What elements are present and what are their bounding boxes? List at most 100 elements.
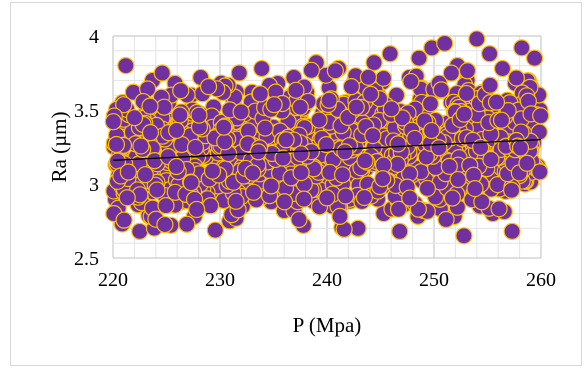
data-point xyxy=(172,107,188,123)
data-point xyxy=(292,99,308,115)
data-point xyxy=(438,212,454,228)
data-point xyxy=(179,216,195,232)
data-point xyxy=(392,223,408,239)
data-point xyxy=(327,63,343,79)
data-point xyxy=(383,101,399,117)
data-point xyxy=(293,146,309,162)
data-point xyxy=(246,184,262,200)
data-point xyxy=(142,98,158,114)
data-point xyxy=(169,122,185,138)
data-point xyxy=(118,58,134,74)
data-point xyxy=(187,139,203,155)
x-tick-label: 240 xyxy=(312,269,342,291)
data-point xyxy=(382,46,398,62)
data-point xyxy=(168,159,184,175)
data-point xyxy=(266,97,282,113)
data-point xyxy=(375,171,391,187)
data-point xyxy=(357,153,373,169)
data-point xyxy=(321,92,337,108)
x-tick-label: 220 xyxy=(98,269,128,291)
data-point xyxy=(514,40,530,56)
data-point xyxy=(411,50,427,66)
data-point xyxy=(252,86,268,102)
data-point xyxy=(127,110,143,126)
data-point xyxy=(291,212,307,228)
data-point xyxy=(120,164,136,180)
data-point xyxy=(201,79,217,95)
data-point xyxy=(119,190,135,206)
data-point xyxy=(157,217,173,233)
data-point xyxy=(216,119,232,135)
data-point xyxy=(456,106,472,122)
data-point xyxy=(356,189,372,205)
data-point xyxy=(254,61,270,77)
data-point xyxy=(431,140,447,156)
data-point xyxy=(504,182,520,198)
data-point xyxy=(173,83,189,99)
data-point xyxy=(311,112,327,128)
data-point xyxy=(348,99,364,115)
y-tick-label: 3.5 xyxy=(74,100,99,122)
data-point xyxy=(366,55,382,71)
data-point xyxy=(456,228,472,244)
data-point xyxy=(142,125,158,141)
x-tick-label: 230 xyxy=(205,269,235,291)
data-point xyxy=(278,132,294,148)
data-point xyxy=(207,222,223,238)
data-point xyxy=(332,208,348,224)
data-point xyxy=(189,201,205,217)
data-point xyxy=(231,65,247,81)
data-point xyxy=(116,212,132,228)
data-point xyxy=(519,155,535,171)
data-point xyxy=(512,140,528,156)
data-point xyxy=(228,193,244,209)
x-tick-label: 260 xyxy=(526,269,556,291)
y-tick-label: 3 xyxy=(89,174,99,196)
data-point xyxy=(444,190,460,206)
y-tick-label: 4 xyxy=(89,26,99,48)
data-point xyxy=(296,191,312,207)
data-point xyxy=(257,120,273,136)
data-point xyxy=(491,201,507,217)
data-point xyxy=(335,167,351,183)
data-point xyxy=(105,114,121,130)
data-point xyxy=(263,178,279,194)
data-point xyxy=(276,194,292,210)
data-point xyxy=(337,144,353,160)
data-point xyxy=(205,163,221,179)
data-point xyxy=(527,50,543,66)
data-point xyxy=(443,65,459,81)
data-point xyxy=(108,136,124,152)
data-point xyxy=(488,94,504,110)
data-point xyxy=(437,35,453,51)
data-point xyxy=(233,104,249,120)
data-point xyxy=(508,70,524,86)
data-point xyxy=(469,31,485,47)
data-point xyxy=(494,112,510,128)
y-axis-title: Ra (µm) xyxy=(47,111,71,182)
data-point xyxy=(504,223,520,239)
data-point xyxy=(390,136,406,152)
data-point xyxy=(424,123,440,139)
data-point xyxy=(365,128,381,144)
data-point xyxy=(133,138,149,154)
data-point xyxy=(403,74,419,90)
data-point xyxy=(459,63,475,79)
data-point xyxy=(419,180,435,196)
data-point xyxy=(482,46,498,62)
data-point xyxy=(407,130,423,146)
data-point xyxy=(402,190,418,206)
data-point xyxy=(132,223,148,239)
data-point xyxy=(154,65,170,81)
data-point xyxy=(363,86,379,102)
data-point xyxy=(467,181,483,197)
data-point xyxy=(494,61,510,77)
data-point xyxy=(250,144,266,160)
x-tick-label: 250 xyxy=(419,269,449,291)
data-point xyxy=(375,70,391,86)
data-point xyxy=(303,62,319,78)
y-tick-label: 2.5 xyxy=(74,248,99,270)
data-point xyxy=(338,188,354,204)
data-point xyxy=(360,69,376,85)
